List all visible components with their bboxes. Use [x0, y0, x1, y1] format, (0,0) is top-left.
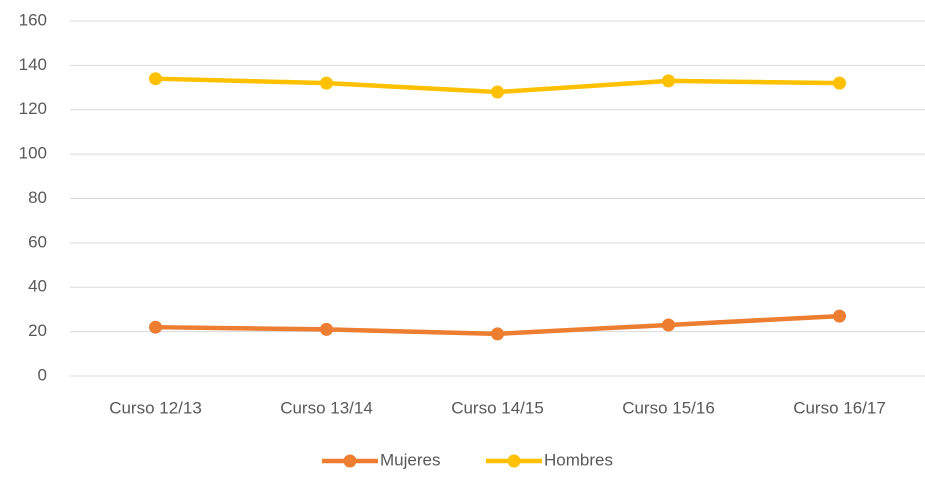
point: [320, 76, 333, 90]
point: [149, 320, 162, 334]
y-tick-label: 160: [19, 10, 47, 29]
y-tick-label: 120: [19, 99, 47, 118]
y-tick-label: 100: [19, 144, 47, 163]
legend-label: Mujeres: [380, 450, 440, 469]
point: [491, 327, 504, 341]
x-tick-label: Curso 14/15: [451, 398, 544, 417]
point: [833, 309, 846, 323]
y-tick-label: 20: [28, 321, 47, 340]
point: [320, 322, 333, 336]
point: [491, 85, 504, 99]
x-tick-label: Curso 15/16: [622, 398, 715, 417]
y-tick-label: 0: [38, 365, 47, 384]
point: [662, 74, 675, 88]
y-tick-label: 140: [19, 55, 47, 74]
legend-marker: [507, 454, 521, 468]
x-tick-label: Curso 16/17: [793, 398, 886, 417]
y-tick-label: 60: [28, 232, 47, 251]
point: [662, 318, 675, 332]
legend-label: Hombres: [544, 450, 613, 469]
y-tick-label: 40: [28, 277, 47, 296]
point: [149, 72, 162, 86]
x-tick-label: Curso 13/14: [280, 398, 373, 417]
legend-marker: [343, 454, 357, 468]
y-tick-label: 80: [28, 188, 47, 207]
x-tick-label: Curso 12/13: [109, 398, 202, 417]
point: [833, 76, 846, 90]
